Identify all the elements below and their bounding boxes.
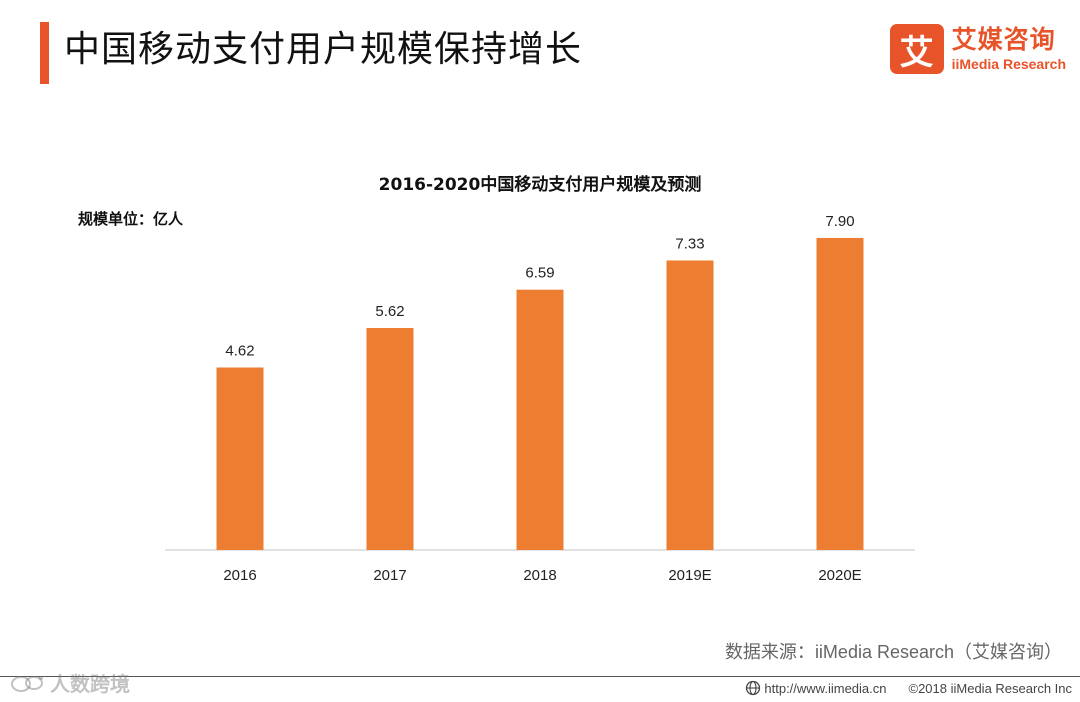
source-prefix: 数据来源： [724, 642, 815, 663]
x-tick-2018: 2018 [523, 567, 556, 584]
data-source: 数据来源：iiMedia Research（艾媒咨询） [725, 638, 1062, 664]
bar-chart: 4.62 2016 5.62 2017 6.59 2018 7.33 2019E 7.90 202… [165, 213, 915, 584]
footer-divider [0, 676, 1080, 677]
data-label-2018: 6.59 [525, 265, 554, 282]
page-title: 中国移动支付用户规模保持增长 [64, 29, 583, 70]
data-label-2020E: 7.90 [825, 213, 854, 230]
data-label-2019E: 7.33 [675, 235, 704, 252]
bar-2019E [666, 260, 714, 550]
footer-copyright: ©2018 iiMedia Research Inc [908, 680, 1073, 696]
data-label-2016: 4.62 [225, 343, 254, 360]
globe-icon [746, 680, 761, 696]
title-accent-bar [40, 22, 49, 84]
watermark-logo-icon [11, 675, 43, 692]
bar-2016 [216, 367, 264, 550]
brand-logo: 艾 艾媒咨询 iiMedia Research [889, 24, 1066, 74]
brand-mark-icon: 艾 [889, 24, 944, 74]
source-name: iiMedia Research [814, 642, 954, 662]
brand-subtitle: iiMedia Research [951, 56, 1066, 72]
brand-text: 艾媒咨询 iiMedia Research [952, 25, 1066, 73]
footer-url[interactable]: http://www.iimedia.cn [764, 680, 887, 696]
watermark: 人数跨境 [10, 668, 130, 697]
x-tick-2016: 2016 [223, 567, 256, 584]
chart-unit-label: 规模单位：亿人 [78, 210, 184, 228]
brand-name: 艾媒咨询 [951, 25, 1056, 54]
watermark-text: 人数跨境 [50, 672, 130, 696]
bar-2020E [816, 237, 864, 550]
x-tick-2020E: 2020E [818, 567, 861, 584]
bar-2017 [366, 328, 414, 550]
source-suffix: （艾媒咨询） [954, 642, 1062, 663]
x-tick-2019E: 2019E [668, 567, 711, 584]
footer-info: http://www.iimedia.cn ©2018 iiMedia Rese… [745, 680, 1072, 696]
x-tick-2017: 2017 [373, 567, 406, 584]
data-label-2017: 5.62 [375, 303, 404, 320]
chart-title: 2016-2020中国移动支付用户规模及预测 [378, 175, 702, 195]
bar-2018 [516, 289, 564, 550]
